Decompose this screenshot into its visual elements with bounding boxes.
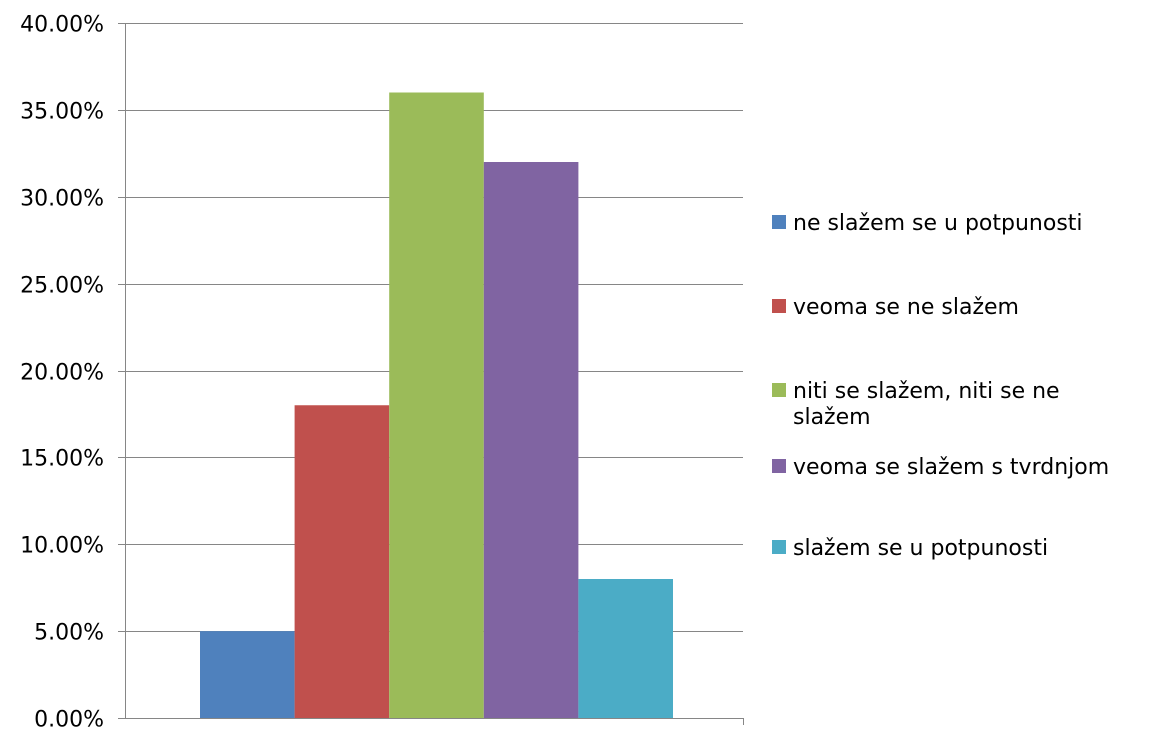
legend-item: niti se slažem, niti se ne slažem xyxy=(772,379,1060,430)
bar-5 xyxy=(578,579,673,718)
legend: ne slažem se u potpunosti veoma se ne sla… xyxy=(772,211,1109,561)
bar-1 xyxy=(200,631,295,718)
legend-swatch xyxy=(772,215,786,229)
legend-label: veoma se slažem s tvrdnjom xyxy=(793,455,1109,480)
y-axis-tick-labels: 0.00% 5.00% 10.00% 15.00% 20.00% 25.00% 30.00%… xyxy=(20,13,104,733)
bar-4 xyxy=(483,162,579,718)
legend-swatch xyxy=(772,459,786,473)
legend-item: veoma se ne slažem xyxy=(772,295,1019,320)
legend-label: slažem se u potpunosti xyxy=(793,536,1048,561)
y-tick-label: 35.00% xyxy=(20,100,104,125)
axes xyxy=(118,23,744,725)
legend-item: slažem se u potpunosti xyxy=(772,536,1048,561)
legend-item: ne slažem se u potpunosti xyxy=(772,211,1083,236)
legend-label: niti se slažem, niti se ne slažem xyxy=(793,379,1060,430)
y-tick-label: 0.00% xyxy=(34,708,104,732)
y-tick-label: 20.00% xyxy=(20,361,104,386)
y-tick-label: 30.00% xyxy=(20,187,104,212)
legend-label: ne slažem se u potpunosti xyxy=(793,211,1083,236)
legend-swatch xyxy=(772,540,786,554)
legend-label: veoma se ne slažem xyxy=(793,295,1019,320)
y-tick-label: 15.00% xyxy=(20,447,104,472)
bar-2 xyxy=(294,405,390,718)
y-tick-label: 40.00% xyxy=(20,13,104,38)
y-tick-label: 25.00% xyxy=(20,274,104,299)
legend-item: veoma se slažem s tvrdnjom xyxy=(772,455,1109,480)
y-tick-label: 5.00% xyxy=(34,621,104,646)
legend-swatch xyxy=(772,383,786,397)
bar-3 xyxy=(389,92,484,718)
y-tick-label: 10.00% xyxy=(20,534,104,559)
bars xyxy=(200,92,673,718)
legend-swatch xyxy=(772,299,786,313)
